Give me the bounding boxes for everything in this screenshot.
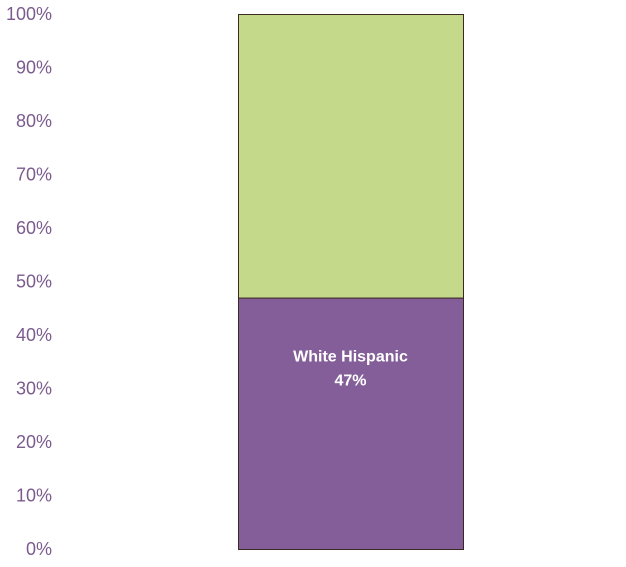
y-tick-label: 60%	[16, 218, 52, 238]
data-label-value: 47%	[334, 373, 366, 390]
y-tick-label: 30%	[16, 379, 52, 399]
y-tick-label: 80%	[16, 111, 52, 131]
y-tick-label: 20%	[16, 432, 52, 452]
bar-stack	[238, 14, 464, 550]
data-labels: White Hispanic 47%	[293, 349, 408, 390]
y-tick-label: 100%	[6, 4, 52, 24]
y-tick-label: 10%	[16, 486, 52, 506]
y-tick-label: 40%	[16, 325, 52, 345]
data-label-series-name: White Hispanic	[293, 349, 408, 366]
bar-segment-1	[238, 297, 464, 550]
y-tick-label: 70%	[16, 165, 52, 185]
y-tick-label: 0%	[26, 539, 52, 559]
y-axis: 0% 10% 20% 30% 40% 50% 60% 70% 80% 90% 100%	[6, 4, 52, 559]
bar-segment-2	[238, 14, 464, 299]
y-tick-label: 90%	[16, 58, 52, 78]
y-tick-label: 50%	[16, 272, 52, 292]
